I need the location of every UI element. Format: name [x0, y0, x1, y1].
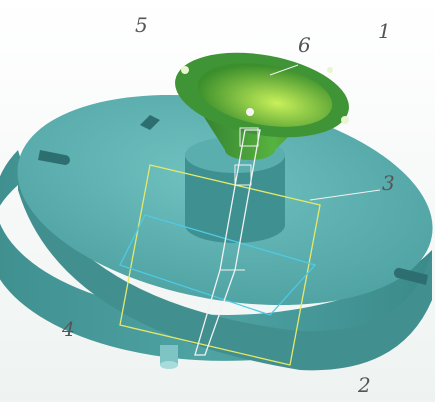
- wireframe: [119, 64, 381, 366]
- callout: 3: [382, 171, 395, 195]
- callout: 4: [61, 317, 75, 341]
- callout: 2: [357, 373, 371, 397]
- funnel: [175, 52, 349, 160]
- callout: 6: [298, 33, 311, 57]
- callout: 1: [378, 19, 391, 43]
- callout: 5: [135, 13, 148, 37]
